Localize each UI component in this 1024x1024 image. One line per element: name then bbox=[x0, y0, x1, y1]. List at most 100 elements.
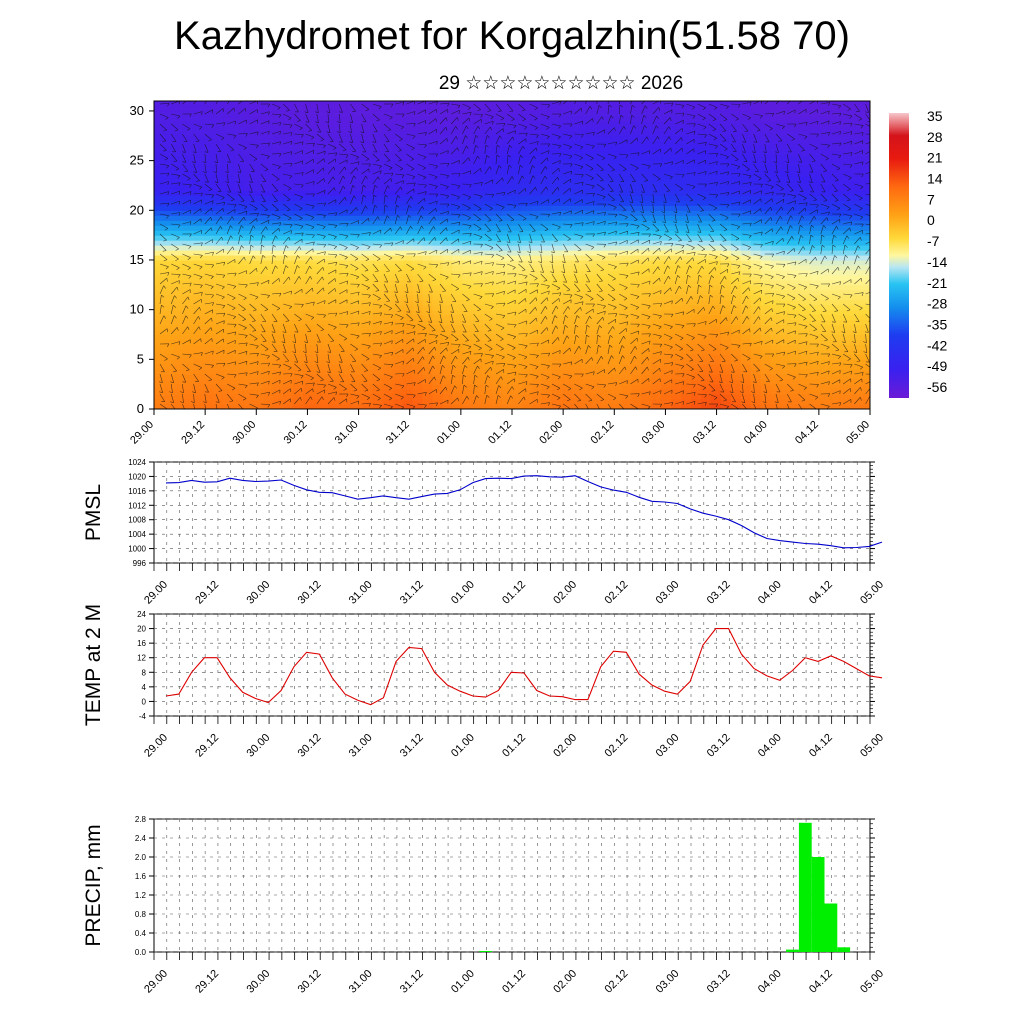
heatmap-cell bbox=[154, 359, 165, 365]
heatmap-cell bbox=[601, 120, 613, 127]
heatmap-cell bbox=[601, 339, 613, 346]
heatmap-cell bbox=[482, 394, 493, 400]
heatmap-cell bbox=[342, 399, 354, 405]
heatmap-cell bbox=[840, 180, 851, 187]
heatmap-cell bbox=[173, 289, 185, 296]
heatmap-cell bbox=[512, 324, 523, 331]
heatmap-cell bbox=[641, 160, 652, 167]
heatmap-cell bbox=[462, 105, 473, 112]
heatmap-cell bbox=[462, 101, 473, 107]
heatmap-cell bbox=[541, 155, 553, 162]
heatmap-cell bbox=[372, 240, 384, 246]
heatmap-cell bbox=[263, 205, 274, 211]
heatmap-cell bbox=[502, 369, 513, 375]
heatmap-cell bbox=[621, 240, 632, 246]
heatmap-cell bbox=[233, 269, 245, 276]
wind-barb bbox=[227, 313, 236, 317]
heatmap-cell bbox=[671, 150, 682, 157]
heatmap-cell bbox=[651, 339, 662, 346]
heatmap-cell bbox=[651, 299, 662, 306]
heatmap-cell bbox=[163, 135, 175, 142]
heatmap-cell bbox=[810, 210, 821, 216]
wind-barb bbox=[249, 293, 259, 298]
heatmap-cell bbox=[651, 175, 662, 182]
wind-barb bbox=[182, 183, 192, 185]
wind-barb bbox=[204, 403, 206, 409]
heatmap-cell bbox=[531, 245, 543, 251]
heatmap-cell bbox=[412, 269, 424, 276]
wind-barb-tick bbox=[223, 313, 226, 317]
heatmap-cell bbox=[402, 101, 414, 107]
heatmap-cell bbox=[233, 205, 245, 211]
heatmap-cell bbox=[710, 110, 722, 117]
heatmap-cell bbox=[681, 259, 692, 266]
heatmap-cell bbox=[740, 150, 752, 157]
heatmap-cell bbox=[154, 220, 165, 226]
heatmap-cell bbox=[382, 379, 394, 385]
heatmap-cell bbox=[521, 359, 533, 365]
heatmap-cell bbox=[352, 319, 364, 326]
heatmap-cell bbox=[243, 354, 255, 360]
heatmap-cell bbox=[790, 284, 801, 291]
heatmap-cell bbox=[223, 324, 235, 331]
heatmap-cell bbox=[681, 250, 692, 256]
heatmap-cell bbox=[253, 130, 264, 137]
wind-barb bbox=[238, 173, 241, 183]
wind-barb bbox=[249, 371, 259, 375]
heatmap-cell bbox=[760, 269, 772, 276]
heatmap-cell bbox=[283, 349, 294, 355]
heatmap-cell bbox=[482, 324, 493, 331]
heatmap-cell bbox=[671, 279, 682, 286]
heatmap-cell bbox=[860, 195, 870, 201]
heatmap-cell bbox=[303, 339, 314, 346]
heatmap-cell bbox=[710, 195, 722, 201]
heatmap-cell bbox=[253, 329, 264, 336]
heatmap-cell bbox=[820, 185, 831, 192]
heatmap-cell bbox=[551, 329, 563, 336]
heatmap-cell bbox=[661, 195, 672, 201]
heatmap-cell bbox=[303, 269, 314, 276]
heatmap-cell bbox=[412, 379, 424, 385]
heatmap-cell bbox=[521, 324, 533, 331]
heatmap-cell bbox=[591, 135, 603, 142]
wind-barb bbox=[193, 143, 197, 153]
heatmap-cell bbox=[333, 235, 344, 241]
wind-barb-tick bbox=[187, 257, 191, 260]
heatmap-cell bbox=[293, 384, 304, 390]
heatmap-cell bbox=[462, 274, 473, 281]
heatmap-cell bbox=[203, 369, 215, 375]
heatmap-cell bbox=[800, 379, 811, 385]
heatmap-cell bbox=[382, 374, 394, 380]
heatmap-cell bbox=[830, 294, 841, 301]
heatmap-cell bbox=[193, 359, 205, 365]
heatmap-cell bbox=[512, 220, 523, 226]
heatmap-cell bbox=[412, 384, 424, 390]
heatmap-cell bbox=[442, 170, 453, 177]
heatmap-cell bbox=[163, 115, 175, 122]
heatmap-cell bbox=[571, 165, 583, 172]
heatmap-cell bbox=[352, 299, 364, 306]
heatmap-cell bbox=[243, 215, 255, 221]
heatmap-cell bbox=[571, 110, 583, 117]
heatmap-cell bbox=[472, 155, 483, 162]
heatmap-cell bbox=[601, 344, 613, 350]
heatmap-cell bbox=[720, 334, 732, 341]
heatmap-cell bbox=[790, 289, 801, 296]
wind-barb-tick bbox=[208, 139, 212, 142]
heatmap-cell bbox=[720, 225, 732, 231]
heatmap-cell bbox=[163, 165, 175, 172]
heatmap-cell bbox=[611, 329, 622, 336]
heatmap-cell bbox=[352, 284, 364, 291]
wind-barb-tick bbox=[213, 171, 217, 174]
heatmap-cell bbox=[641, 205, 652, 211]
heatmap-cell bbox=[671, 101, 682, 107]
heatmap-cell bbox=[740, 140, 752, 147]
heatmap-cell bbox=[203, 230, 215, 236]
heatmap-cell bbox=[800, 120, 811, 127]
heatmap-cell bbox=[362, 235, 374, 241]
heatmap-cell bbox=[790, 309, 801, 316]
heatmap-cell bbox=[263, 399, 274, 405]
heatmap-cell bbox=[482, 289, 493, 296]
heatmap-cell bbox=[372, 215, 384, 221]
heatmap-cell bbox=[750, 205, 762, 211]
